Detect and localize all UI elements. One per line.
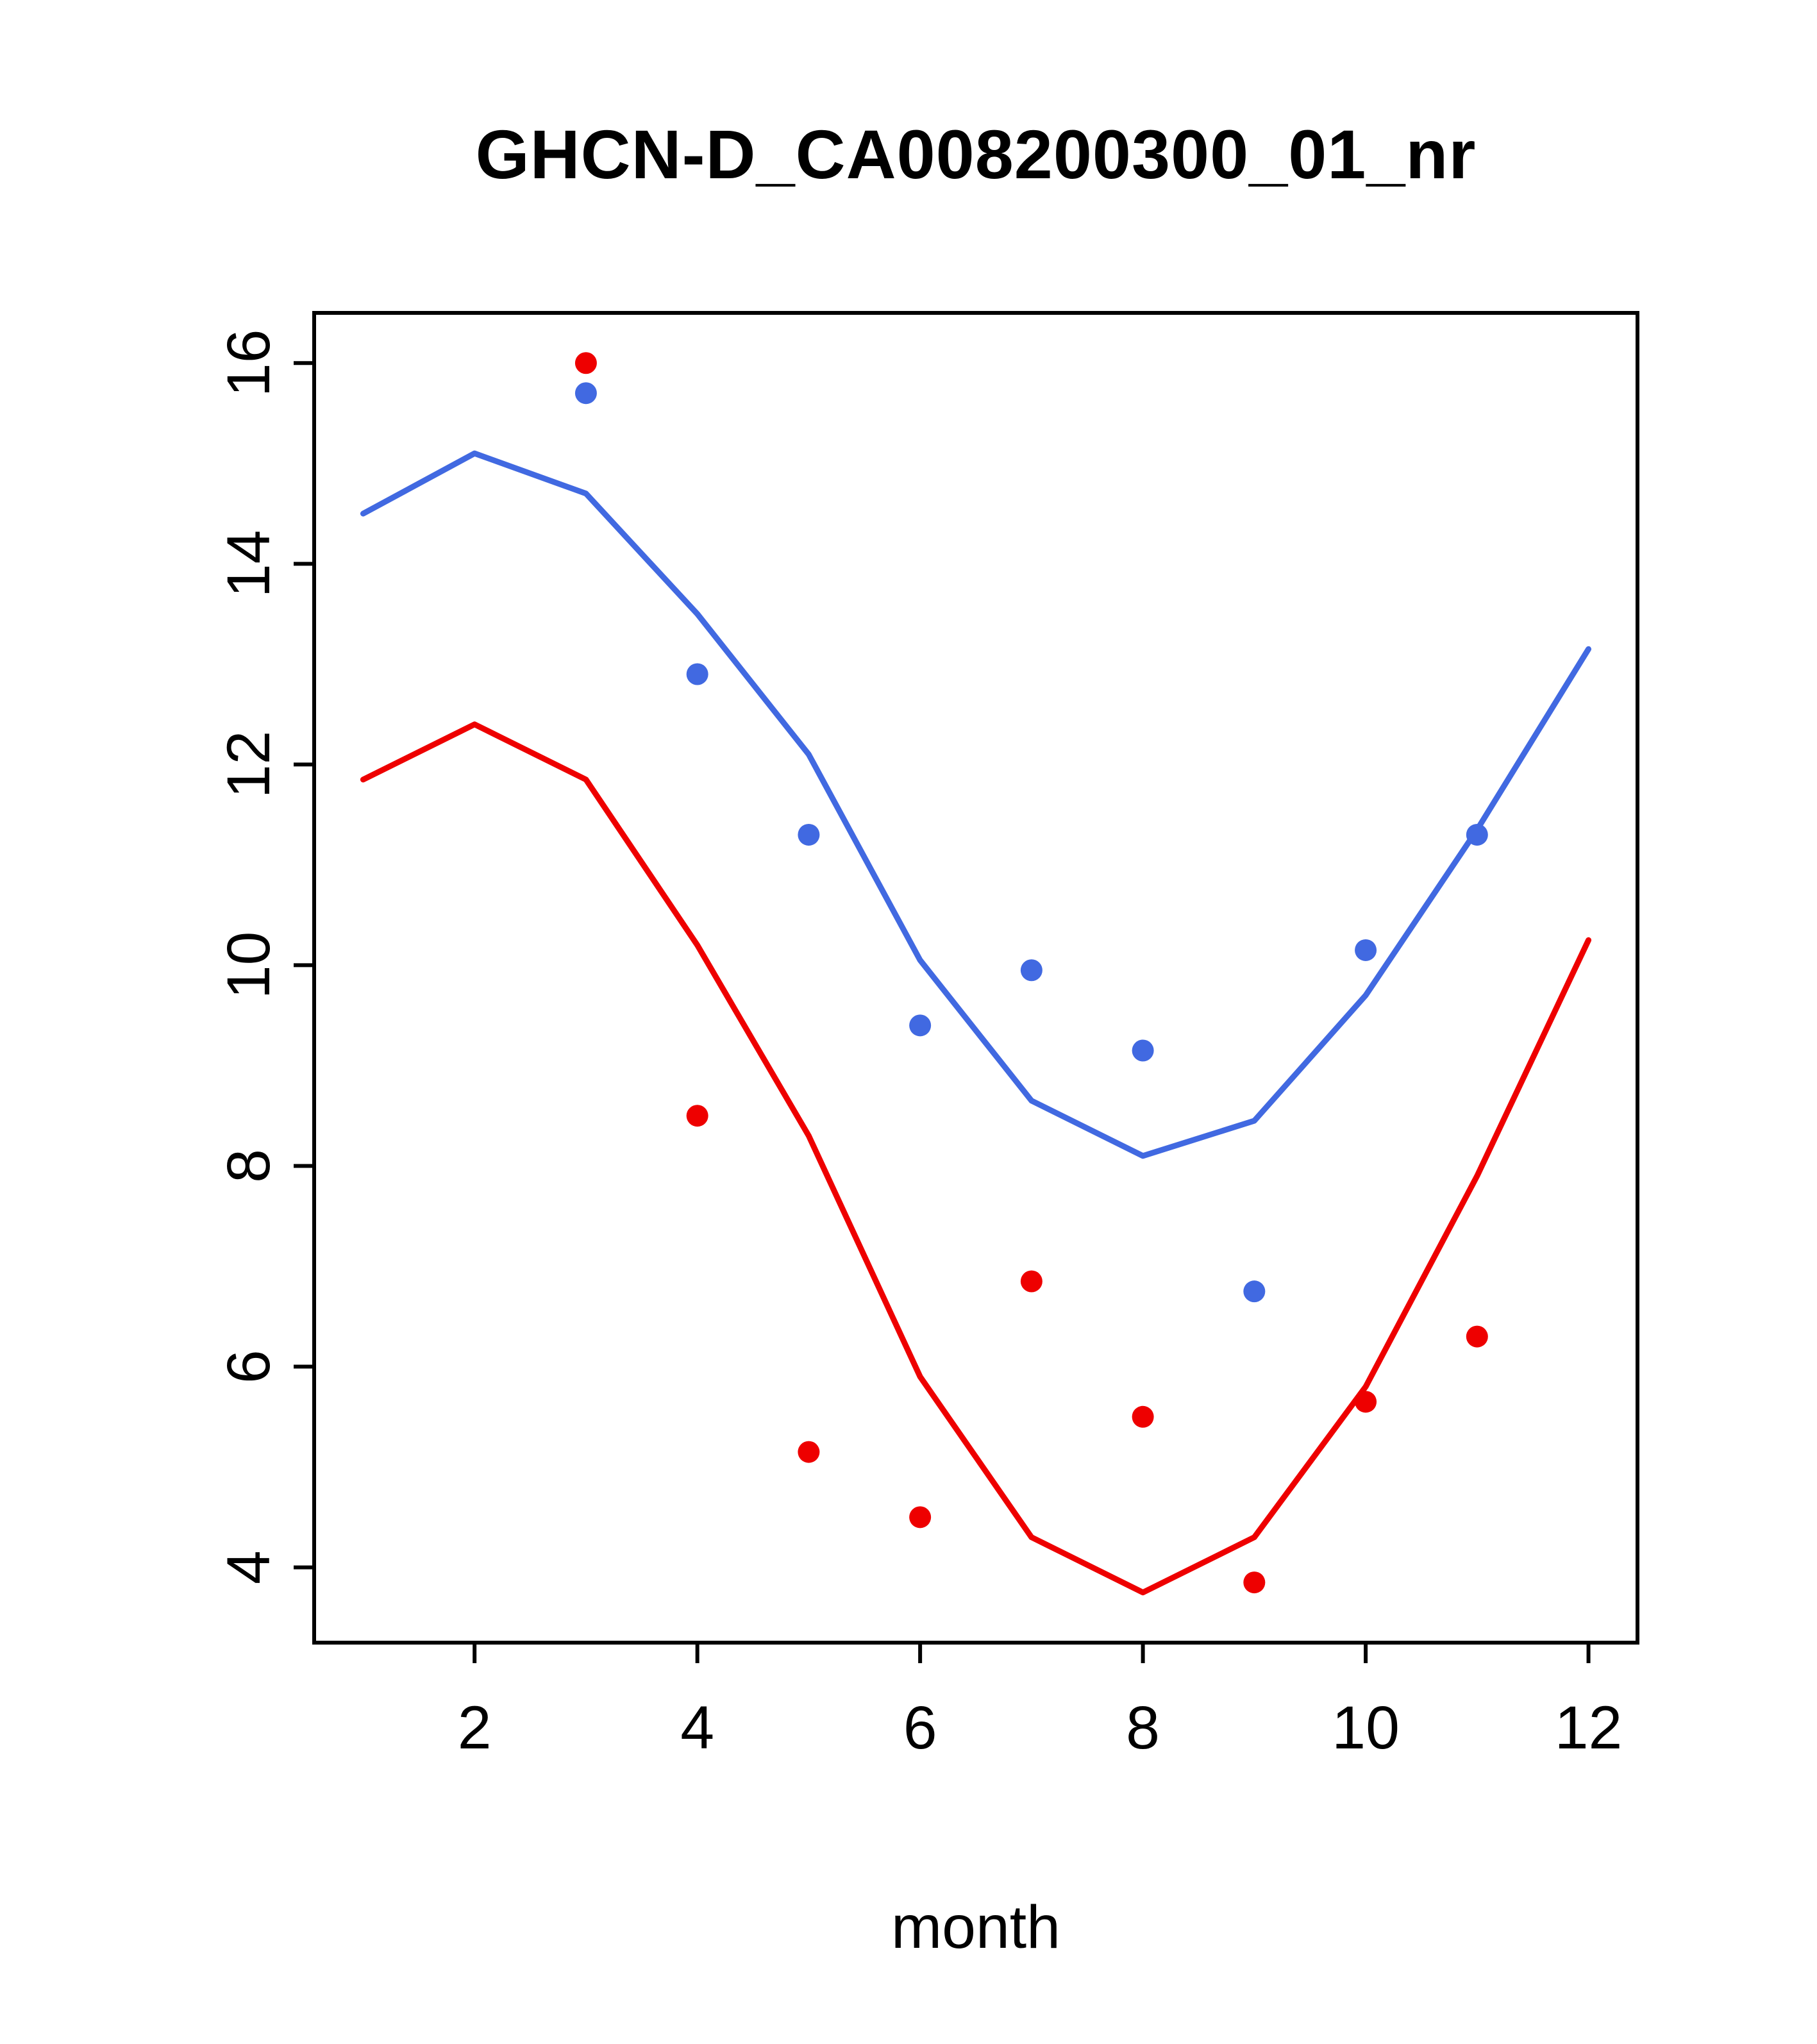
y-tick-label: 8 bbox=[215, 1149, 283, 1183]
data-point bbox=[1466, 823, 1488, 846]
data-point bbox=[1243, 1280, 1266, 1303]
series-blue-line bbox=[360, 450, 1592, 1159]
plot-box bbox=[312, 311, 1639, 1645]
x-tick-label: 10 bbox=[1332, 1694, 1400, 1762]
data-point bbox=[1355, 1391, 1377, 1413]
data-point bbox=[1466, 1325, 1488, 1348]
series-blue-points bbox=[574, 382, 1488, 1303]
y-tick-label: 6 bbox=[215, 1350, 283, 1384]
data-point bbox=[909, 1506, 932, 1529]
data-point bbox=[1132, 1405, 1154, 1428]
y-tick-labels: 4 6 8 10 12 14 16 bbox=[215, 329, 283, 1584]
data-point bbox=[574, 352, 597, 374]
data-point bbox=[1020, 1270, 1042, 1293]
y-tick-label: 4 bbox=[215, 1550, 283, 1584]
x-tick-labels: 2 4 6 8 10 12 bbox=[458, 1694, 1623, 1762]
y-tick-label: 10 bbox=[215, 932, 283, 1000]
x-tick-label: 12 bbox=[1555, 1694, 1623, 1762]
series-red-points bbox=[574, 352, 1488, 1594]
data-point bbox=[686, 1105, 708, 1127]
y-tick-label: 16 bbox=[215, 329, 283, 397]
series-red-line bbox=[360, 721, 1592, 1596]
data-point bbox=[909, 1014, 932, 1037]
y-ticks bbox=[294, 361, 314, 1570]
red-line bbox=[360, 721, 1592, 1596]
chart-title: GHCN-D_CA008200300_01_nr bbox=[475, 115, 1477, 193]
y-tick-label: 14 bbox=[215, 530, 283, 598]
x-tick-label: 2 bbox=[458, 1694, 492, 1762]
data-point bbox=[798, 823, 820, 846]
blue-line bbox=[360, 450, 1592, 1159]
data-point bbox=[1355, 939, 1377, 961]
data-point bbox=[574, 382, 597, 405]
x-tick-label: 8 bbox=[1126, 1694, 1160, 1762]
data-point bbox=[798, 1441, 820, 1463]
x-ticks bbox=[473, 1643, 1591, 1663]
x-tick-label: 4 bbox=[680, 1694, 714, 1762]
x-axis-label: month bbox=[891, 1893, 1061, 1961]
x-tick-label: 6 bbox=[903, 1694, 937, 1762]
data-point bbox=[1132, 1039, 1154, 1062]
y-tick-label: 12 bbox=[215, 731, 283, 799]
data-point bbox=[1020, 959, 1042, 982]
data-point bbox=[1243, 1571, 1266, 1594]
data-point bbox=[686, 663, 708, 685]
